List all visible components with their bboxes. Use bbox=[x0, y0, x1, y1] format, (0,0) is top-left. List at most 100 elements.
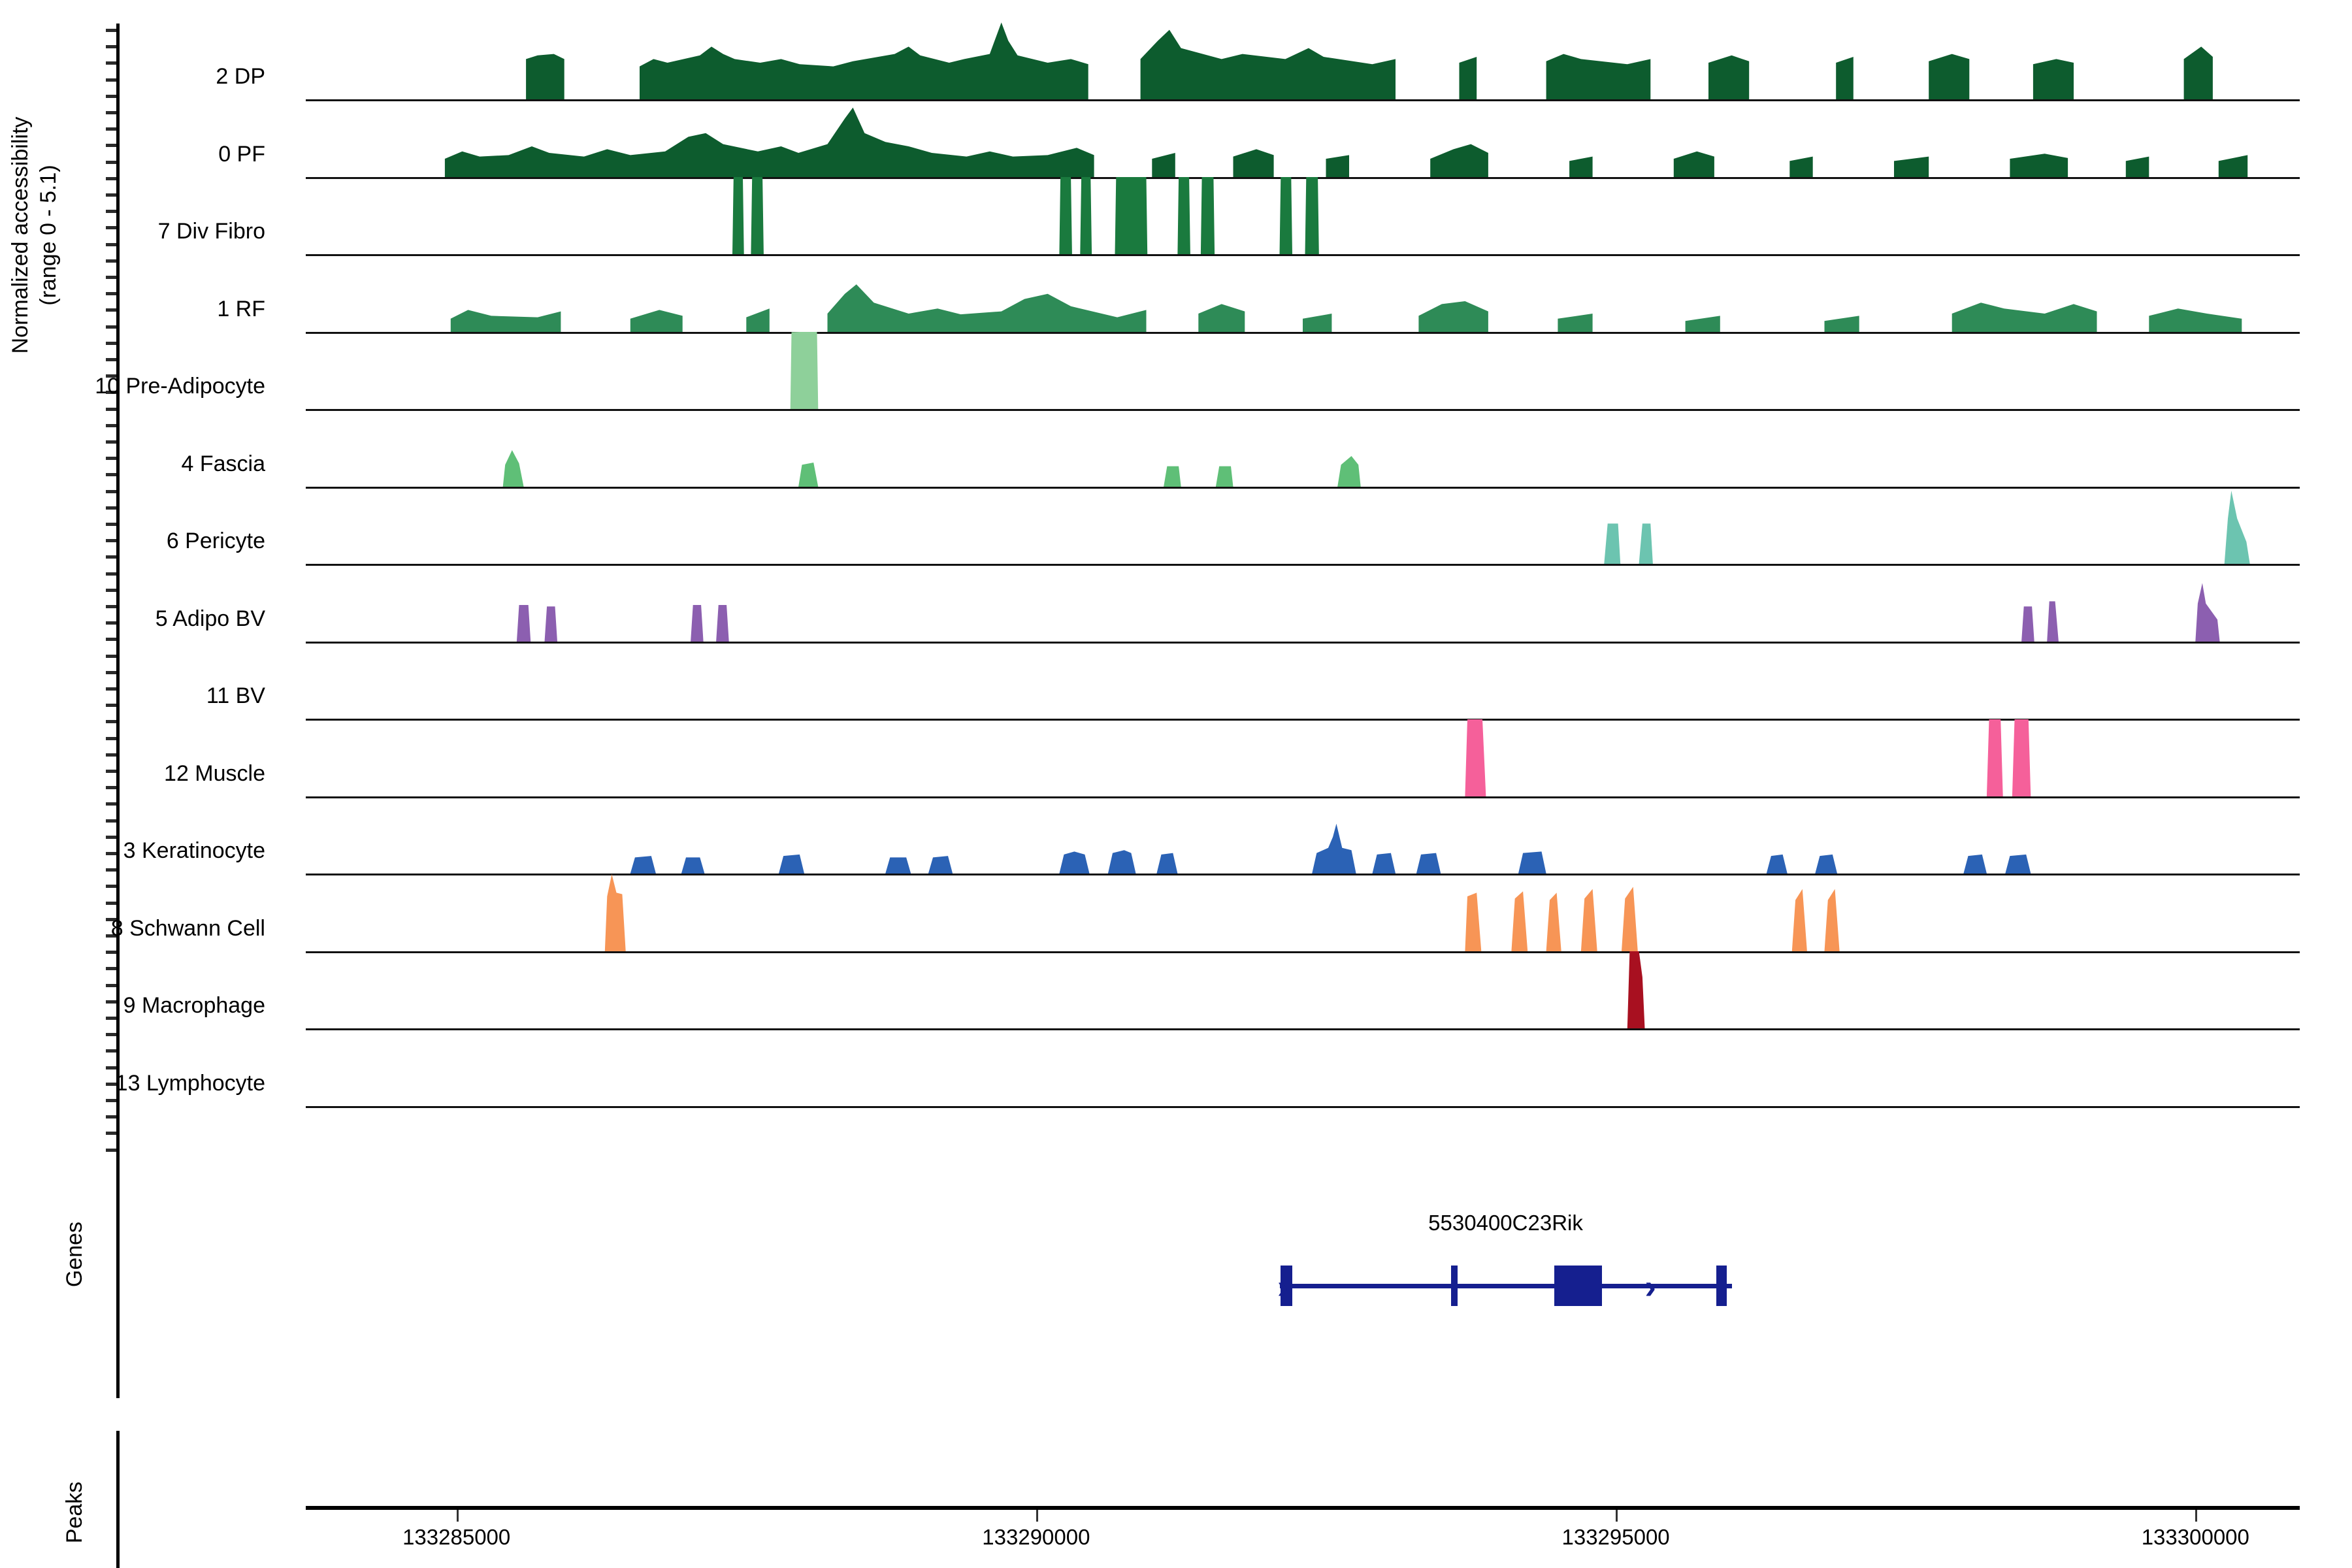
genes-axis-spine bbox=[116, 1111, 120, 1398]
axis-tick bbox=[106, 374, 116, 378]
track-signal bbox=[502, 449, 1361, 487]
track-signal bbox=[444, 107, 2248, 177]
coverage-track: 8 Schwann Cell bbox=[111, 874, 2300, 953]
axis-tick bbox=[106, 127, 116, 131]
axis-tick bbox=[106, 226, 116, 230]
track-label: 6 Pericyte bbox=[166, 529, 265, 553]
axis-tick bbox=[106, 489, 116, 493]
track-signal bbox=[1465, 719, 2031, 796]
track-label: 5 Adipo BV bbox=[155, 606, 265, 631]
coverage-track: 11 BV bbox=[206, 644, 2300, 721]
axis-tick bbox=[106, 654, 116, 658]
gene-strand-arrow: › bbox=[1644, 1268, 1656, 1306]
axis-tick bbox=[106, 555, 116, 559]
y-axis-title: Normalized accessibility (range 0 - 5.1) bbox=[8, 116, 61, 354]
track-label: 10 Pre-Adipocyte bbox=[95, 374, 265, 399]
axis-tick bbox=[106, 242, 116, 246]
track-baseline bbox=[306, 409, 2300, 411]
axis-tick bbox=[106, 45, 116, 49]
axis-tick bbox=[106, 1115, 116, 1119]
track-signal bbox=[516, 582, 2220, 642]
gene-strand-arrow: › bbox=[1277, 1268, 1289, 1306]
axis-tick bbox=[106, 720, 116, 724]
axis-tick bbox=[106, 78, 116, 82]
axis-tick bbox=[106, 670, 116, 674]
genes-panel-label: Genes bbox=[62, 1221, 87, 1288]
track-signal bbox=[450, 284, 2242, 332]
axis-tick bbox=[106, 29, 116, 32]
gene-exon bbox=[1554, 1266, 1602, 1306]
axis-tick bbox=[106, 572, 116, 576]
coverage-track: 4 Fascia bbox=[182, 412, 2300, 489]
axis-tick bbox=[106, 160, 116, 164]
x-axis-tick-label: 133295000 bbox=[1561, 1525, 1670, 1549]
axis-tick bbox=[106, 753, 116, 757]
track-label: 9 Macrophage bbox=[123, 993, 265, 1018]
coverage-track: 6 Pericyte bbox=[167, 489, 2300, 566]
track-signal bbox=[790, 332, 819, 409]
axis-tick bbox=[106, 276, 116, 279]
x-axis-tick-label: 133300000 bbox=[2141, 1525, 2249, 1549]
track-signal bbox=[732, 177, 1319, 254]
axis-tick bbox=[106, 868, 116, 872]
axis-tick bbox=[106, 111, 116, 114]
x-axis-tick-label: 133290000 bbox=[982, 1525, 1090, 1549]
track-baseline bbox=[306, 486, 2300, 489]
track-baseline bbox=[306, 176, 2300, 179]
axis-tick bbox=[106, 1017, 116, 1020]
axis-tick bbox=[106, 819, 116, 823]
track-baseline bbox=[306, 641, 2300, 644]
coverage-track: 13 Lymphocyte bbox=[116, 1031, 2300, 1108]
x-axis-tick bbox=[1616, 1510, 1618, 1522]
axis-tick bbox=[106, 786, 116, 790]
track-signal bbox=[1627, 951, 1645, 1028]
axis-tick bbox=[106, 341, 116, 345]
axis-tick bbox=[106, 391, 116, 395]
track-baseline bbox=[306, 254, 2300, 256]
track-baseline bbox=[306, 1105, 2300, 1108]
axis-tick bbox=[106, 1000, 116, 1004]
axis-tick bbox=[106, 951, 116, 955]
axis-tick bbox=[106, 193, 116, 197]
axis-tick bbox=[106, 802, 116, 806]
axis-tick bbox=[106, 588, 116, 592]
track-baseline bbox=[306, 331, 2300, 334]
coverage-axis-spine bbox=[116, 24, 120, 1155]
track-label: 13 Lymphocyte bbox=[115, 1070, 265, 1096]
axis-tick bbox=[106, 852, 116, 855]
gene-exon bbox=[1716, 1266, 1727, 1306]
axis-tick bbox=[106, 934, 116, 938]
coverage-track: 5 Adipo BV bbox=[155, 566, 2300, 644]
axis-tick bbox=[106, 325, 116, 329]
axis-tick bbox=[106, 506, 116, 510]
x-axis-tick bbox=[1036, 1510, 1038, 1522]
coverage-track: 0 PF bbox=[218, 102, 2300, 179]
axis-tick bbox=[106, 407, 116, 411]
coverage-tracks: 2 DP 0 PF 7 Div Fibro 1 RF 10 Pre-Adipocyte 4… bbox=[95, 0, 2300, 1568]
coverage-track: 3 Keratinocyte bbox=[123, 798, 2300, 875]
track-label: 7 Div Fibro bbox=[157, 219, 265, 244]
axis-tick bbox=[106, 523, 116, 526]
axis-tick bbox=[106, 605, 116, 608]
axis-tick bbox=[106, 259, 116, 263]
axis-tick bbox=[106, 1049, 116, 1053]
axis-tick bbox=[106, 1066, 116, 1070]
axis-tick bbox=[106, 1082, 116, 1086]
axis-tick bbox=[106, 770, 116, 773]
axis-tick bbox=[106, 917, 116, 921]
axis-tick bbox=[106, 983, 116, 987]
axis-tick bbox=[106, 308, 116, 312]
track-signal bbox=[526, 22, 2213, 99]
axis-tick bbox=[106, 423, 116, 427]
track-signal bbox=[630, 823, 2031, 874]
track-signal bbox=[1604, 491, 2250, 564]
axis-tick bbox=[106, 967, 116, 971]
axis-tick bbox=[106, 61, 116, 65]
peaks-panel-label: Peaks bbox=[62, 1481, 87, 1544]
coverage-track: 10 Pre-Adipocyte bbox=[95, 332, 2300, 411]
track-label: 4 Fascia bbox=[181, 451, 266, 476]
axis-tick bbox=[106, 736, 116, 740]
gene-exon bbox=[1451, 1266, 1458, 1306]
gene-intron-line bbox=[1279, 1284, 1732, 1288]
